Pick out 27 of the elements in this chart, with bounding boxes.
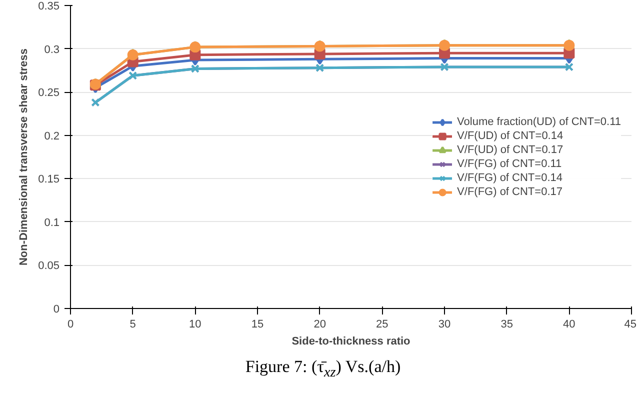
y-tick-label: 0.15 <box>38 174 60 186</box>
x-tick-label: 20 <box>314 318 326 330</box>
x-axis-title: Side-to-thickness ratio <box>292 336 411 348</box>
y-tick-label: 0.35 <box>38 0 60 12</box>
y-tick-label: 0.25 <box>38 87 60 100</box>
legend-label: V/F(FG) of CNT=0.17 <box>457 186 562 198</box>
caption: Figure 7: (τ̄$_{xz}$) Vs.(a/h) <box>245 356 401 382</box>
x-tick-label: 15 <box>251 318 264 330</box>
y-tick-label: 0.1 <box>44 216 60 229</box>
legend-label: V/F(FG) of CNT=0.11 <box>457 158 562 170</box>
x-tick-label: 25 <box>376 318 388 330</box>
x-tick-label: 30 <box>438 318 451 330</box>
legend-label: V/F(UD) of CNT=0.14 <box>457 130 564 142</box>
x-tick-label: 10 <box>189 318 202 330</box>
legend-label: V/F(FG) of CNT=0.14 <box>457 172 562 184</box>
legend-label: V/F(UD) of CNT=0.17 <box>457 144 564 156</box>
legend-label: Volume fraction(UD) of CNT=0.11 <box>457 116 621 128</box>
x-tick-label: 45 <box>624 318 637 330</box>
x-tick-label: 5 <box>130 318 136 330</box>
y-tick-label: 0 <box>53 304 60 316</box>
x-tick-label: 0 <box>67 318 74 330</box>
x-tick-label: 35 <box>500 318 513 330</box>
y-tick-label: 0.3 <box>44 44 60 56</box>
y-tick-label: 0.05 <box>38 260 60 272</box>
y-axis-title: Non-Dimensional transverse shear stress <box>18 48 30 266</box>
y-tick-label: 0.2 <box>44 130 60 142</box>
x-tick-label: 40 <box>563 318 576 330</box>
